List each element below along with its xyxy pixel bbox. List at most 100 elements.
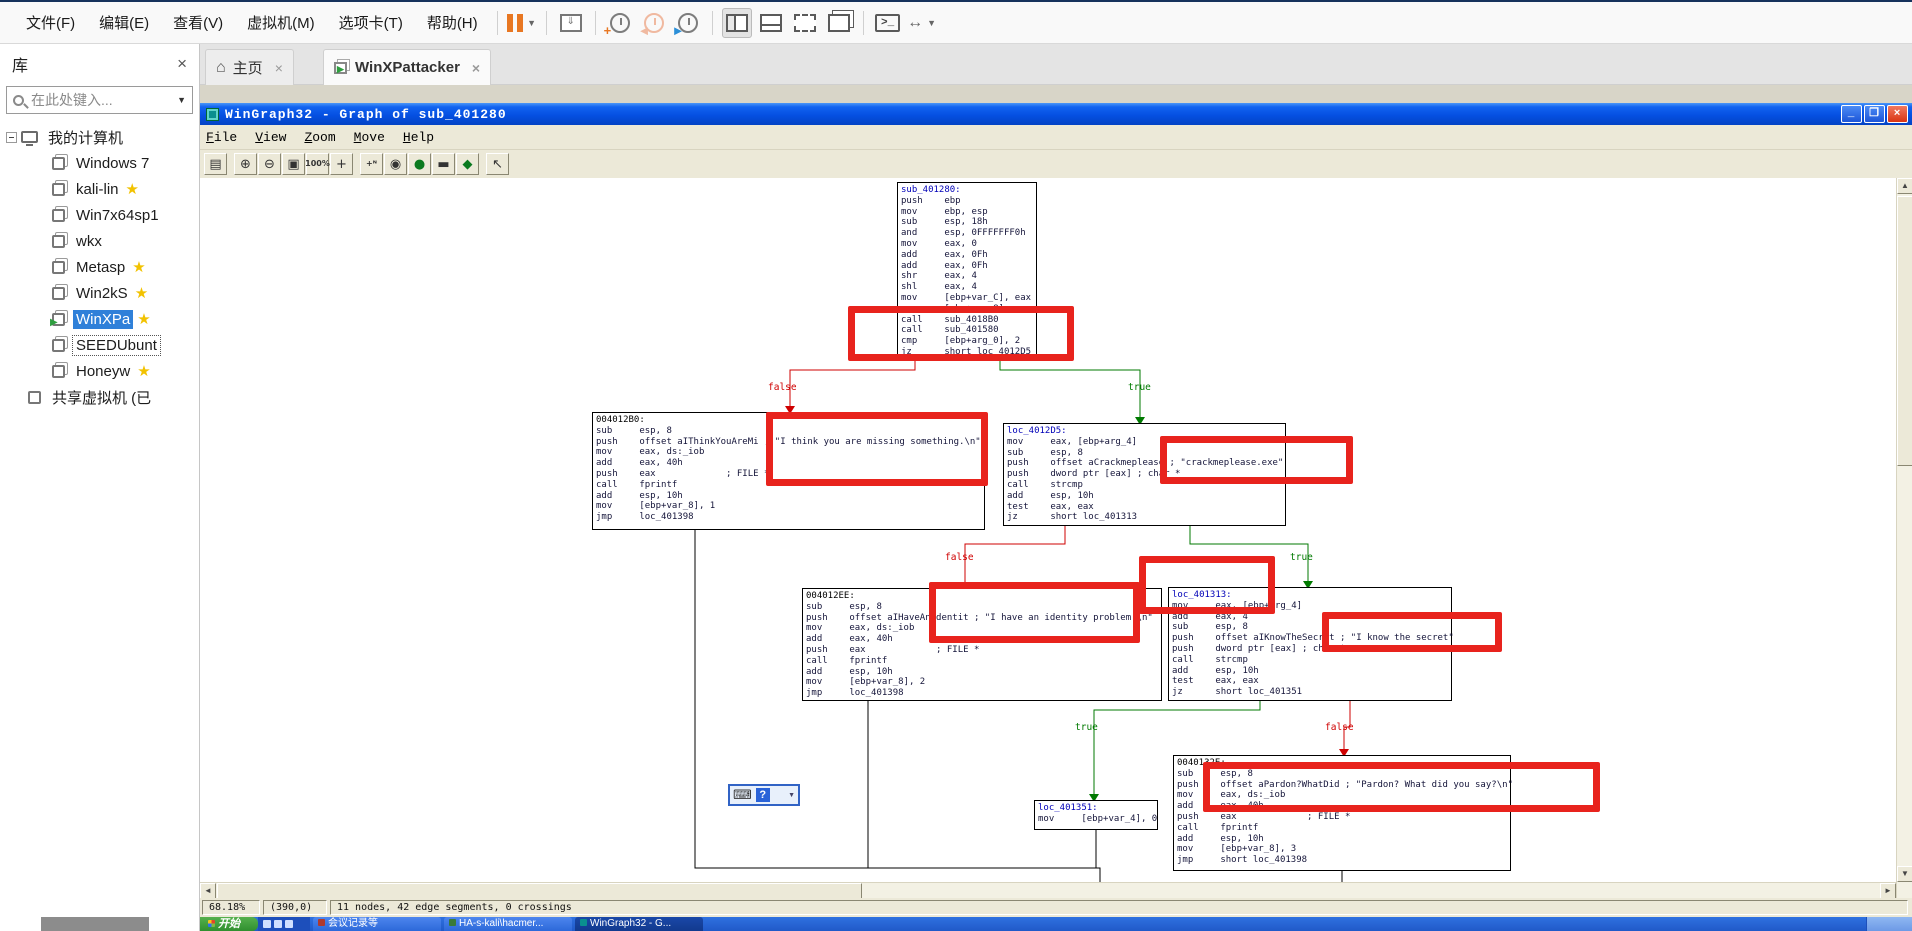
langbar-options-icon[interactable]: ▼ xyxy=(788,791,795,799)
center-button[interactable]: + xyxy=(330,153,353,175)
sidebar-item-shared-vms[interactable]: 共享虚拟机 (已 xyxy=(0,384,199,410)
tab-bar: ⌂ 主页 × ▶ WinXPattacker × xyxy=(200,44,1912,85)
favorite-star-icon: ★ xyxy=(137,311,151,328)
sidebar-item-win2ks[interactable]: Win2kS ★ xyxy=(0,280,199,306)
zoom-in-button[interactable]: ⊕ xyxy=(234,153,257,175)
menu-view[interactable]: 查看(V) xyxy=(173,15,224,32)
print-button[interactable]: ▤ xyxy=(204,153,227,175)
sidebar-item-seedubuntu[interactable]: SEEDUbunt xyxy=(0,332,199,358)
layout-tree-button[interactable]: +ᴺ xyxy=(360,153,383,175)
scroll-right-button[interactable]: ► xyxy=(1880,883,1896,899)
graph-node-loc-401351[interactable]: loc_401351: mov [ebp+var_4], 0 xyxy=(1034,800,1158,830)
menu-help[interactable]: 帮助(H) xyxy=(426,15,478,32)
sidebar-item-metasp[interactable]: Metasp ★ xyxy=(0,254,199,280)
sidebar-grey-artifact xyxy=(41,917,149,931)
manage-snapshots-button[interactable]: ► xyxy=(672,8,703,38)
vm-icon xyxy=(52,234,65,248)
sidebar-item-win7x64sp1[interactable]: Win7x64sp1 xyxy=(0,202,199,228)
graph-canvas[interactable]: sub_401280: push ebp mov ebp, esp sub es… xyxy=(200,178,1896,882)
fit-guest-button[interactable]: ↔ ▼ xyxy=(907,8,937,38)
taskbar-button-2[interactable]: HA-s-kali\hacmer... xyxy=(444,917,572,931)
sidebar-item-winxpattacker[interactable]: ▶ WinXPa ★ xyxy=(50,309,151,329)
annotation-rect-identity-string xyxy=(929,582,1140,643)
revert-snapshot-button[interactable]: ◄ xyxy=(638,8,669,38)
menu-vm[interactable]: 虚拟机(M) xyxy=(247,15,315,32)
wg-menu-move[interactable]: Move xyxy=(353,129,385,145)
menu-tabs[interactable]: 选项卡(T) xyxy=(338,15,403,32)
layout-fast-button[interactable]: ◆ xyxy=(456,153,479,175)
chevron-down-icon: ▼ xyxy=(527,17,537,28)
chevron-down-icon[interactable]: ▼ xyxy=(177,95,186,105)
vm-running-icon: ▶ xyxy=(334,61,347,74)
layout-sphere-button[interactable]: ● xyxy=(408,153,431,175)
vertical-scrollbar[interactable]: ▲ ▼ xyxy=(1896,178,1912,898)
tab-home[interactable]: ⌂ 主页 × xyxy=(205,49,294,85)
power-pause-button[interactable]: ▼ xyxy=(507,8,537,38)
tab-winxpattacker[interactable]: ▶ WinXPattacker × xyxy=(323,49,492,85)
pause-icon xyxy=(507,13,524,32)
restore-button[interactable]: ❐ xyxy=(1864,105,1885,123)
show-library-button[interactable] xyxy=(721,7,752,38)
horizontal-scrollbar[interactable]: ◄ ► xyxy=(200,882,1896,899)
wg-menu-help[interactable]: Help xyxy=(402,129,435,145)
library-close-icon[interactable]: × xyxy=(177,54,187,73)
fullscreen-icon xyxy=(793,13,816,32)
start-button[interactable]: 开始 xyxy=(200,917,258,931)
graph-node-004012ee[interactable]: 004012EE: sub esp, 8 push offset aIHaveA… xyxy=(802,588,1162,701)
thumbnail-bar-layout-icon xyxy=(759,13,782,32)
search-placeholder: 在此处键入... xyxy=(31,92,113,108)
send-ctrl-alt-del-button[interactable]: ⇓ xyxy=(556,8,586,38)
minimize-button[interactable]: _ xyxy=(1841,105,1862,123)
zoom-100-button[interactable]: 100% xyxy=(305,153,330,175)
wg-menu-file[interactable]: File xyxy=(206,129,238,145)
show-thumbnail-bar-button[interactable] xyxy=(756,8,786,38)
vertical-scroll-thumb[interactable] xyxy=(1897,196,1912,466)
help-button[interactable]: ? xyxy=(755,788,770,802)
quick-launch-bar[interactable] xyxy=(258,917,310,931)
library-title: 库 xyxy=(12,58,29,75)
menu-edit[interactable]: 编辑(E) xyxy=(99,15,150,32)
edge-label-false: false xyxy=(945,552,974,563)
quick-launch-icon[interactable] xyxy=(263,920,271,928)
tree-node-my-computer[interactable]: 我的计算机 xyxy=(0,124,199,150)
status-graph-info: 11 nodes, 42 edge segments, 0 crossings xyxy=(330,900,1908,915)
library-search-input[interactable]: 在此处键入... ▼ xyxy=(6,86,193,114)
taskbar-button-3[interactable]: WinGraph32 - G... xyxy=(575,917,703,931)
scroll-up-button[interactable]: ▲ xyxy=(1897,178,1912,194)
wg-menu-view[interactable]: View xyxy=(255,129,287,145)
select-arrow-button[interactable]: ↖ xyxy=(486,153,509,175)
unity-mode-button[interactable] xyxy=(824,8,854,38)
zoom-fit-button[interactable]: ▣ xyxy=(282,153,305,175)
graph-node-sub-401280[interactable]: sub_401280: push ebp mov ebp, esp sub es… xyxy=(897,182,1037,360)
language-bar[interactable]: ⌨ ? ▼ xyxy=(728,784,800,806)
menu-file[interactable]: 文件(F) xyxy=(26,15,76,32)
layout-circle-button[interactable]: ◉ xyxy=(384,153,407,175)
quick-launch-icon[interactable] xyxy=(285,920,293,928)
computer-icon xyxy=(21,131,38,146)
taskbar-button-1[interactable]: 会议记录等 xyxy=(313,917,441,931)
sidebar-item-windows7[interactable]: Windows 7 xyxy=(0,150,199,176)
close-icon[interactable]: × xyxy=(471,59,481,76)
favorite-star-icon: ★ xyxy=(125,181,139,198)
collapse-icon[interactable] xyxy=(6,131,17,143)
console-icon: >_ xyxy=(875,13,901,32)
layout-spring-button[interactable]: ▬ xyxy=(432,153,455,175)
graph-node-0040132e[interactable]: 0040132E: sub esp, 8 push offset aPardon… xyxy=(1173,755,1513,871)
zoom-out-button[interactable]: ⊖ xyxy=(258,153,281,175)
sidebar-item-honey[interactable]: Honeyw ★ xyxy=(0,358,199,384)
close-button[interactable]: × xyxy=(1887,105,1908,123)
fullscreen-button[interactable] xyxy=(790,8,820,38)
take-snapshot-button[interactable]: + xyxy=(604,8,635,38)
wg-menu-zoom[interactable]: Zoom xyxy=(304,129,336,145)
open-console-button[interactable]: >_ xyxy=(873,8,903,38)
sidebar-item-wkx[interactable]: wkx xyxy=(0,228,199,254)
wingraph-titlebar[interactable]: WinGraph32 - Graph of sub_401280 _ ❐ × xyxy=(200,103,1912,125)
favorite-star-icon: ★ xyxy=(134,285,149,302)
scroll-left-button[interactable]: ◄ xyxy=(200,883,216,899)
horizontal-scroll-thumb[interactable] xyxy=(217,883,862,899)
close-icon[interactable]: × xyxy=(274,59,283,76)
scroll-down-button[interactable]: ▼ xyxy=(1897,866,1912,882)
quick-launch-icon[interactable] xyxy=(274,920,282,928)
sidebar-item-kali-lin[interactable]: kali-lin ★ xyxy=(0,176,199,202)
vm-tree: 我的计算机 Windows 7 kali-lin ★ Win7x64sp1 wk… xyxy=(0,124,199,410)
